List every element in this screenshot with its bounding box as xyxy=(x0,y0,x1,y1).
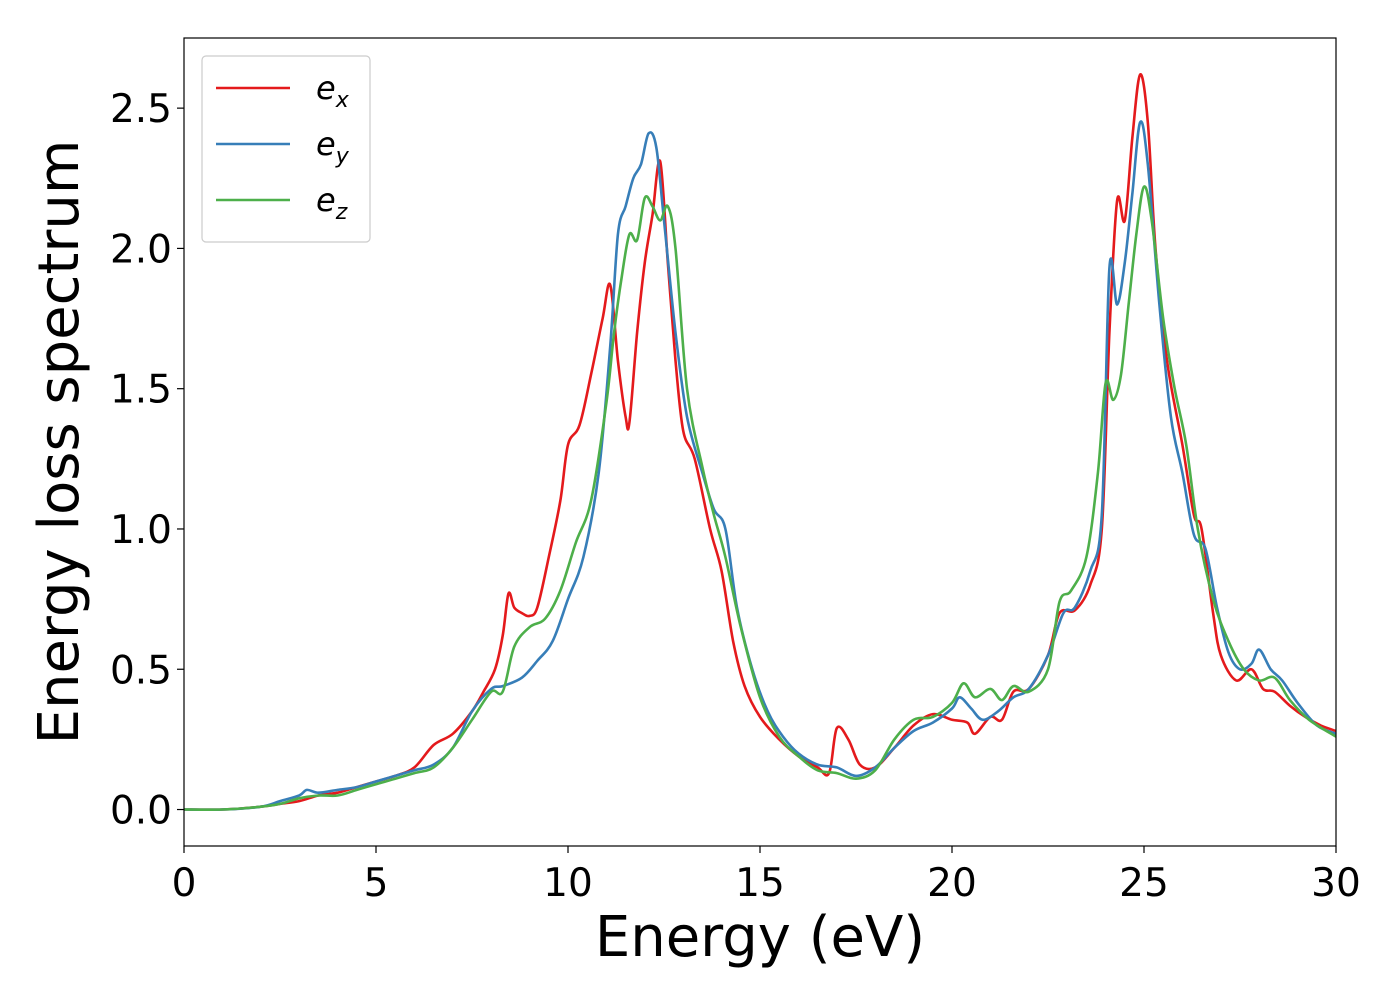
plot-background xyxy=(184,38,1336,846)
x-tick-label: 15 xyxy=(735,861,785,906)
legend-label-e_x: ex xyxy=(316,69,350,113)
y-tick-label: 1.5 xyxy=(110,368,172,413)
series-line-e_y xyxy=(184,120,1336,812)
y-tick-label: 2.0 xyxy=(110,227,172,272)
y-tick-label: 1.0 xyxy=(110,508,172,553)
y-tick-label: 0.5 xyxy=(110,648,172,693)
series-line-e_z xyxy=(184,185,1336,812)
x-axis-label: Energy (eV) xyxy=(595,905,925,970)
y-axis-ticks: 0.0 0.5 1.0 1.5 2.0 2.5 xyxy=(110,87,184,834)
y-tick-label: 0.0 xyxy=(110,789,172,834)
x-tick-label: 10 xyxy=(543,861,593,906)
legend-box xyxy=(201,55,371,243)
x-axis-ticks: 0 5 10 15 20 25 30 xyxy=(172,846,1361,906)
legend: ex ey ez xyxy=(201,55,371,243)
x-tick-label: 30 xyxy=(1311,861,1361,906)
x-tick-label: 25 xyxy=(1119,861,1169,906)
x-tick-label: 0 xyxy=(172,861,197,906)
series-lines xyxy=(184,73,1336,812)
legend-label-e_y: ey xyxy=(316,125,350,169)
x-tick-label: 20 xyxy=(927,861,977,906)
legend-label-e_z: ez xyxy=(316,181,348,225)
x-tick-label: 5 xyxy=(364,861,389,906)
y-tick-label: 2.5 xyxy=(110,87,172,132)
series-line-e_x xyxy=(184,73,1336,812)
y-axis-label: Energy loss spectrum xyxy=(27,140,92,745)
